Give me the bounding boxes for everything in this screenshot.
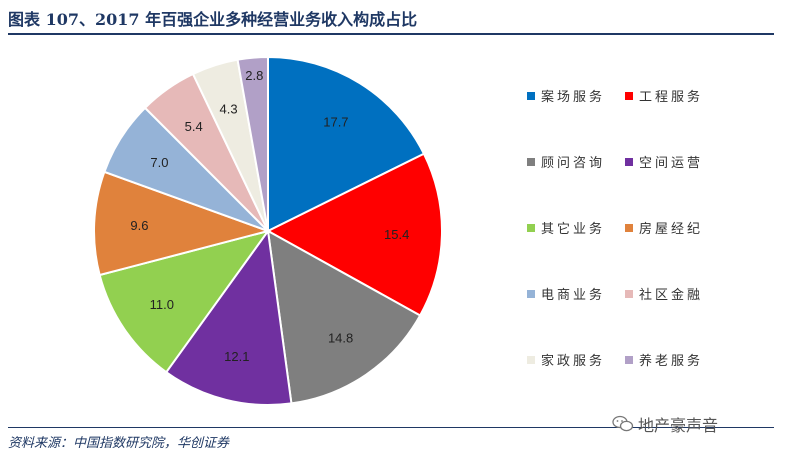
legend-label: 顾问咨询 <box>541 156 605 171</box>
slice-value-label: 7.0 <box>150 155 168 170</box>
pie-slices <box>93 55 443 406</box>
slice-value-label: 14.8 <box>328 330 353 345</box>
legend-swatch <box>527 224 535 232</box>
slice-value-label: 2.8 <box>245 68 263 83</box>
legend-item: 其它业务 <box>527 221 605 237</box>
legend-label: 其它业务 <box>541 221 605 237</box>
watermark: 地产豪声音 <box>612 412 718 436</box>
legend-label: 电商业务 <box>541 287 605 303</box>
pie-slice <box>267 55 426 233</box>
legend-swatch <box>527 158 535 166</box>
legend-label: 案场服务 <box>541 89 605 105</box>
legend-item: 房屋经纪 <box>625 221 703 237</box>
slice-value-label: 12.1 <box>224 349 249 364</box>
slice-labels: 17.7 15.4 14.8 12.1 11.0 9.6 7.0 5.4 4.3 2.8 <box>130 68 409 364</box>
legend-label: 空间运营 <box>639 156 703 171</box>
legend-label: 工程服务 <box>639 89 703 105</box>
legend-swatch <box>527 92 535 100</box>
chart-title: 图表 107、2017 年百强企业多种经营业务收入构成占比 <box>8 10 418 29</box>
legend-label: 社区金融 <box>639 287 703 303</box>
pie-slice <box>164 228 293 406</box>
slice-value-label: 15.4 <box>384 227 409 242</box>
legend-label: 家政服务 <box>541 353 605 369</box>
legend-swatch <box>625 290 633 298</box>
legend-swatch <box>625 92 633 100</box>
legend-swatch <box>625 224 633 232</box>
legend-item: 空间运营 <box>625 156 703 171</box>
pie-slice <box>236 55 269 232</box>
source-rule <box>8 427 774 428</box>
pie-slice <box>266 229 422 405</box>
legend-item: 电商业务 <box>527 287 605 303</box>
slice-value-label: 9.6 <box>130 218 148 233</box>
pie-slice <box>265 152 443 317</box>
legend-swatch <box>625 356 633 364</box>
title-rule <box>8 33 774 35</box>
pie-slice <box>98 229 271 374</box>
slice-value-label: 5.4 <box>185 119 203 134</box>
slice-value-label: 4.3 <box>220 101 238 116</box>
legend-label: 养老服务 <box>639 353 703 369</box>
wechat-icon <box>612 415 634 432</box>
legend-item: 社区金融 <box>625 287 703 303</box>
legend-swatch <box>527 290 535 298</box>
legend-item: 养老服务 <box>625 353 703 369</box>
legend-item: 顾问咨询 <box>527 156 605 171</box>
slice-value-label: 17.7 <box>323 115 348 130</box>
legend-item: 案场服务 <box>527 89 605 105</box>
source-note: 资料来源：中国指数研究院，华创证券 <box>8 436 230 451</box>
legend-item: 家政服务 <box>527 353 605 369</box>
watermark-text: 地产豪声音 <box>638 416 719 435</box>
legend-item: 工程服务 <box>625 89 703 105</box>
legend-swatch <box>625 158 633 166</box>
legend-label: 房屋经纪 <box>639 221 703 237</box>
legend-swatch <box>527 356 535 364</box>
slice-value-label: 11.0 <box>150 297 174 312</box>
pie-slice <box>93 170 272 277</box>
